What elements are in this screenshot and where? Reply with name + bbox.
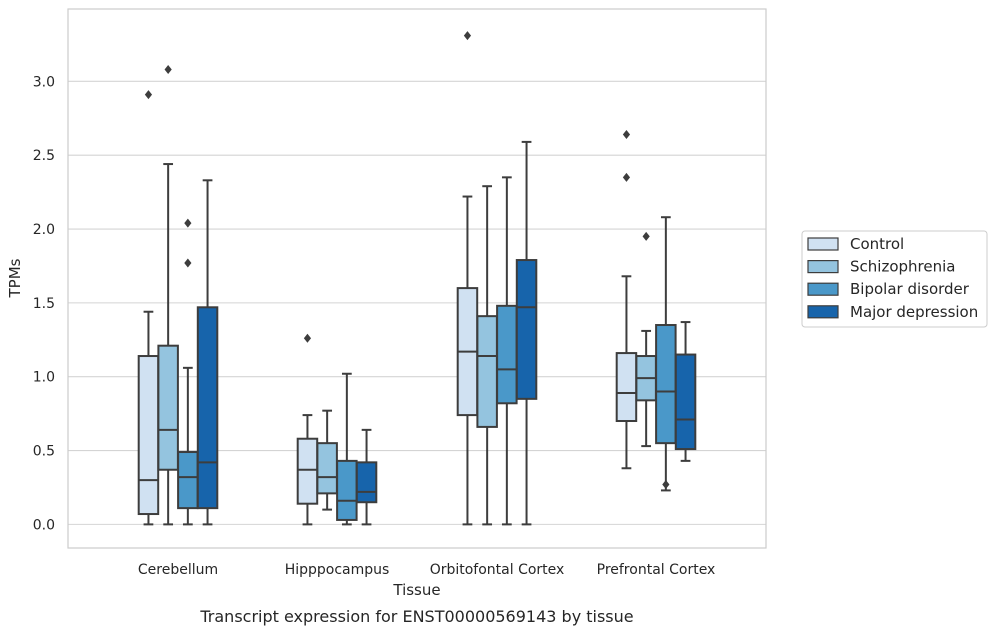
legend-label: Control <box>850 235 904 253</box>
outlier-point <box>662 480 670 490</box>
box-body <box>655 324 677 445</box>
grid-lines <box>68 80 766 525</box>
outlier-point <box>164 65 172 75</box>
series-major-depression <box>196 140 697 526</box>
box <box>177 218 199 526</box>
outlier-point <box>144 90 153 100</box>
box <box>157 65 179 526</box>
y-tick-label: 0.5 <box>33 444 55 460</box>
x-tick-label: Cerebellum <box>138 562 218 578</box>
box-body <box>336 459 358 521</box>
plot-frame <box>67 8 767 549</box>
box-body <box>177 451 199 510</box>
box <box>355 428 378 526</box>
outlier-point <box>622 172 631 182</box>
legend-item: Bipolar disorder <box>807 280 970 298</box>
legend: Control Schizophrenia Bipolar disorder Majo… <box>801 230 988 328</box>
outlier-point <box>184 218 192 228</box>
outlier-point <box>642 231 650 241</box>
box-body <box>515 259 538 400</box>
box <box>196 179 219 526</box>
x-tick-label: Hipppocampus <box>285 562 390 578</box>
box-body <box>615 352 638 423</box>
box <box>456 31 479 526</box>
box-body <box>137 355 160 516</box>
y-tick-label: 3.0 <box>33 74 55 90</box>
box <box>316 409 338 511</box>
chart-caption: Transcript expression for ENST0000056914… <box>199 607 633 626</box>
y-tick-label: 1.0 <box>33 370 55 386</box>
box-body <box>196 306 219 510</box>
box <box>296 333 319 526</box>
box <box>635 231 657 448</box>
legend-swatch <box>807 260 839 274</box>
legend-swatch <box>807 282 839 296</box>
outlier-point <box>184 258 192 268</box>
y-tick-label: 2.0 <box>33 222 55 238</box>
box-body <box>355 461 378 504</box>
outlier-point <box>622 130 631 140</box>
x-tick-labels: Cerebellum Hipppocampus Orbitofontal Corte… <box>138 562 715 578</box>
box-body <box>157 344 179 471</box>
box-body <box>496 304 518 405</box>
x-tick-label: Prefrontal Cortex <box>597 562 716 578</box>
legend-item: Major depression <box>807 303 978 321</box>
y-axis-label: TPMs <box>6 258 24 298</box>
box-body <box>476 315 498 428</box>
box <box>615 130 638 470</box>
box-plot-series <box>137 31 697 526</box>
box <box>655 216 677 492</box>
legend-swatch <box>807 305 839 319</box>
box-body <box>316 442 338 495</box>
legend-label: Schizophrenia <box>850 258 955 276</box>
outlier-point <box>303 333 312 343</box>
outlier-point <box>463 31 472 41</box>
legend-item: Schizophrenia <box>807 258 955 276</box>
legend-label: Bipolar disorder <box>850 280 970 298</box>
box <box>476 185 498 526</box>
y-tick-labels: 0.0 0.5 1.0 1.5 2.0 2.5 3.0 <box>33 74 55 533</box>
legend-swatch <box>807 237 839 251</box>
legend-label: Major depression <box>850 303 978 321</box>
y-tick-label: 1.5 <box>33 296 55 312</box>
box-body <box>674 353 697 451</box>
y-tick-label: 2.5 <box>33 148 55 164</box>
legend-frame <box>801 230 988 328</box>
series-bipolar-disorder <box>177 176 677 526</box>
legend-item: Control <box>807 235 904 253</box>
y-tick-label: 0.0 <box>33 517 55 533</box>
box-body <box>296 437 319 505</box>
x-tick-label: Orbitofontal Cortex <box>430 562 565 578</box>
x-axis-label: Tissue <box>392 581 440 599</box>
series-schizophrenia <box>157 65 657 526</box>
box <box>515 140 538 526</box>
box <box>496 176 518 526</box>
box <box>336 372 358 526</box>
box <box>674 321 697 462</box>
